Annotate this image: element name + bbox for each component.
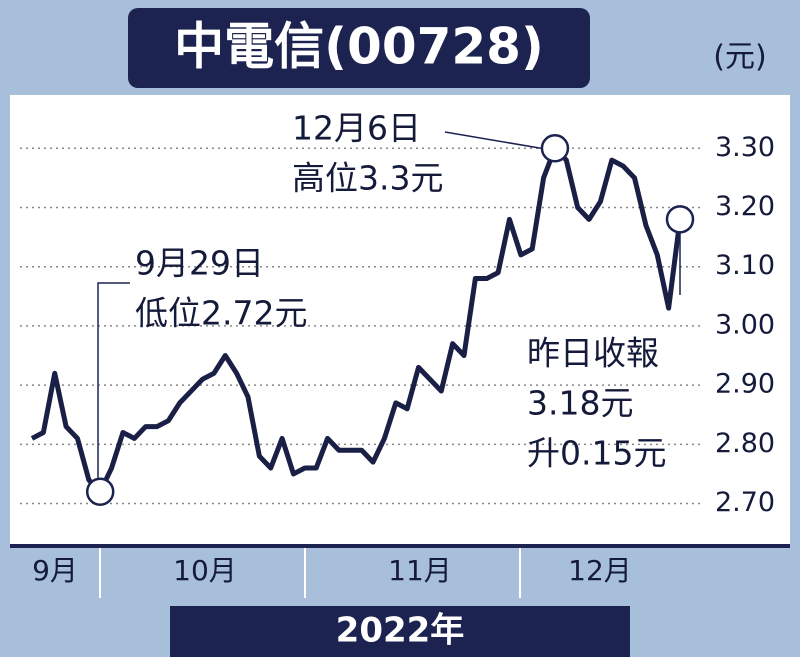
annotation: 高位3.3元 <box>292 159 443 198</box>
month-label: 10月 <box>173 554 237 587</box>
annotation: 9月29日 <box>135 244 264 283</box>
chart-title: 中電信(00728) <box>174 18 544 76</box>
annotation: 3.18元 <box>527 384 633 423</box>
y-tick-label: 3.00 <box>715 309 775 340</box>
annotation: 12月6日 <box>292 109 421 148</box>
y-tick-label: 2.90 <box>715 369 775 400</box>
annotation: 升0.15元 <box>527 434 666 473</box>
y-tick-label: 2.80 <box>715 428 775 459</box>
leader-line <box>444 131 542 150</box>
point-marker <box>540 134 570 163</box>
y-tick-label: 3.20 <box>715 191 775 222</box>
leader-line <box>97 282 130 478</box>
annotation: 昨日收報 <box>527 334 659 373</box>
month-label: 9月 <box>32 554 78 587</box>
plot-area <box>10 95 790 545</box>
year-bar <box>170 606 630 657</box>
unit-label: (元) <box>713 40 766 75</box>
point-marker <box>85 477 115 506</box>
y-tick-label: 3.30 <box>715 132 775 163</box>
x-axis-label: 2022年 <box>336 611 465 651</box>
price-line <box>30 145 683 495</box>
annotation: 低位2.72元 <box>135 294 307 333</box>
point-marker <box>665 205 695 234</box>
month-label: 11月 <box>388 554 452 587</box>
y-tick-label: 3.10 <box>715 250 775 281</box>
y-tick-label: 2.70 <box>715 487 775 518</box>
title-banner <box>128 8 590 88</box>
month-label: 12月 <box>568 554 632 587</box>
